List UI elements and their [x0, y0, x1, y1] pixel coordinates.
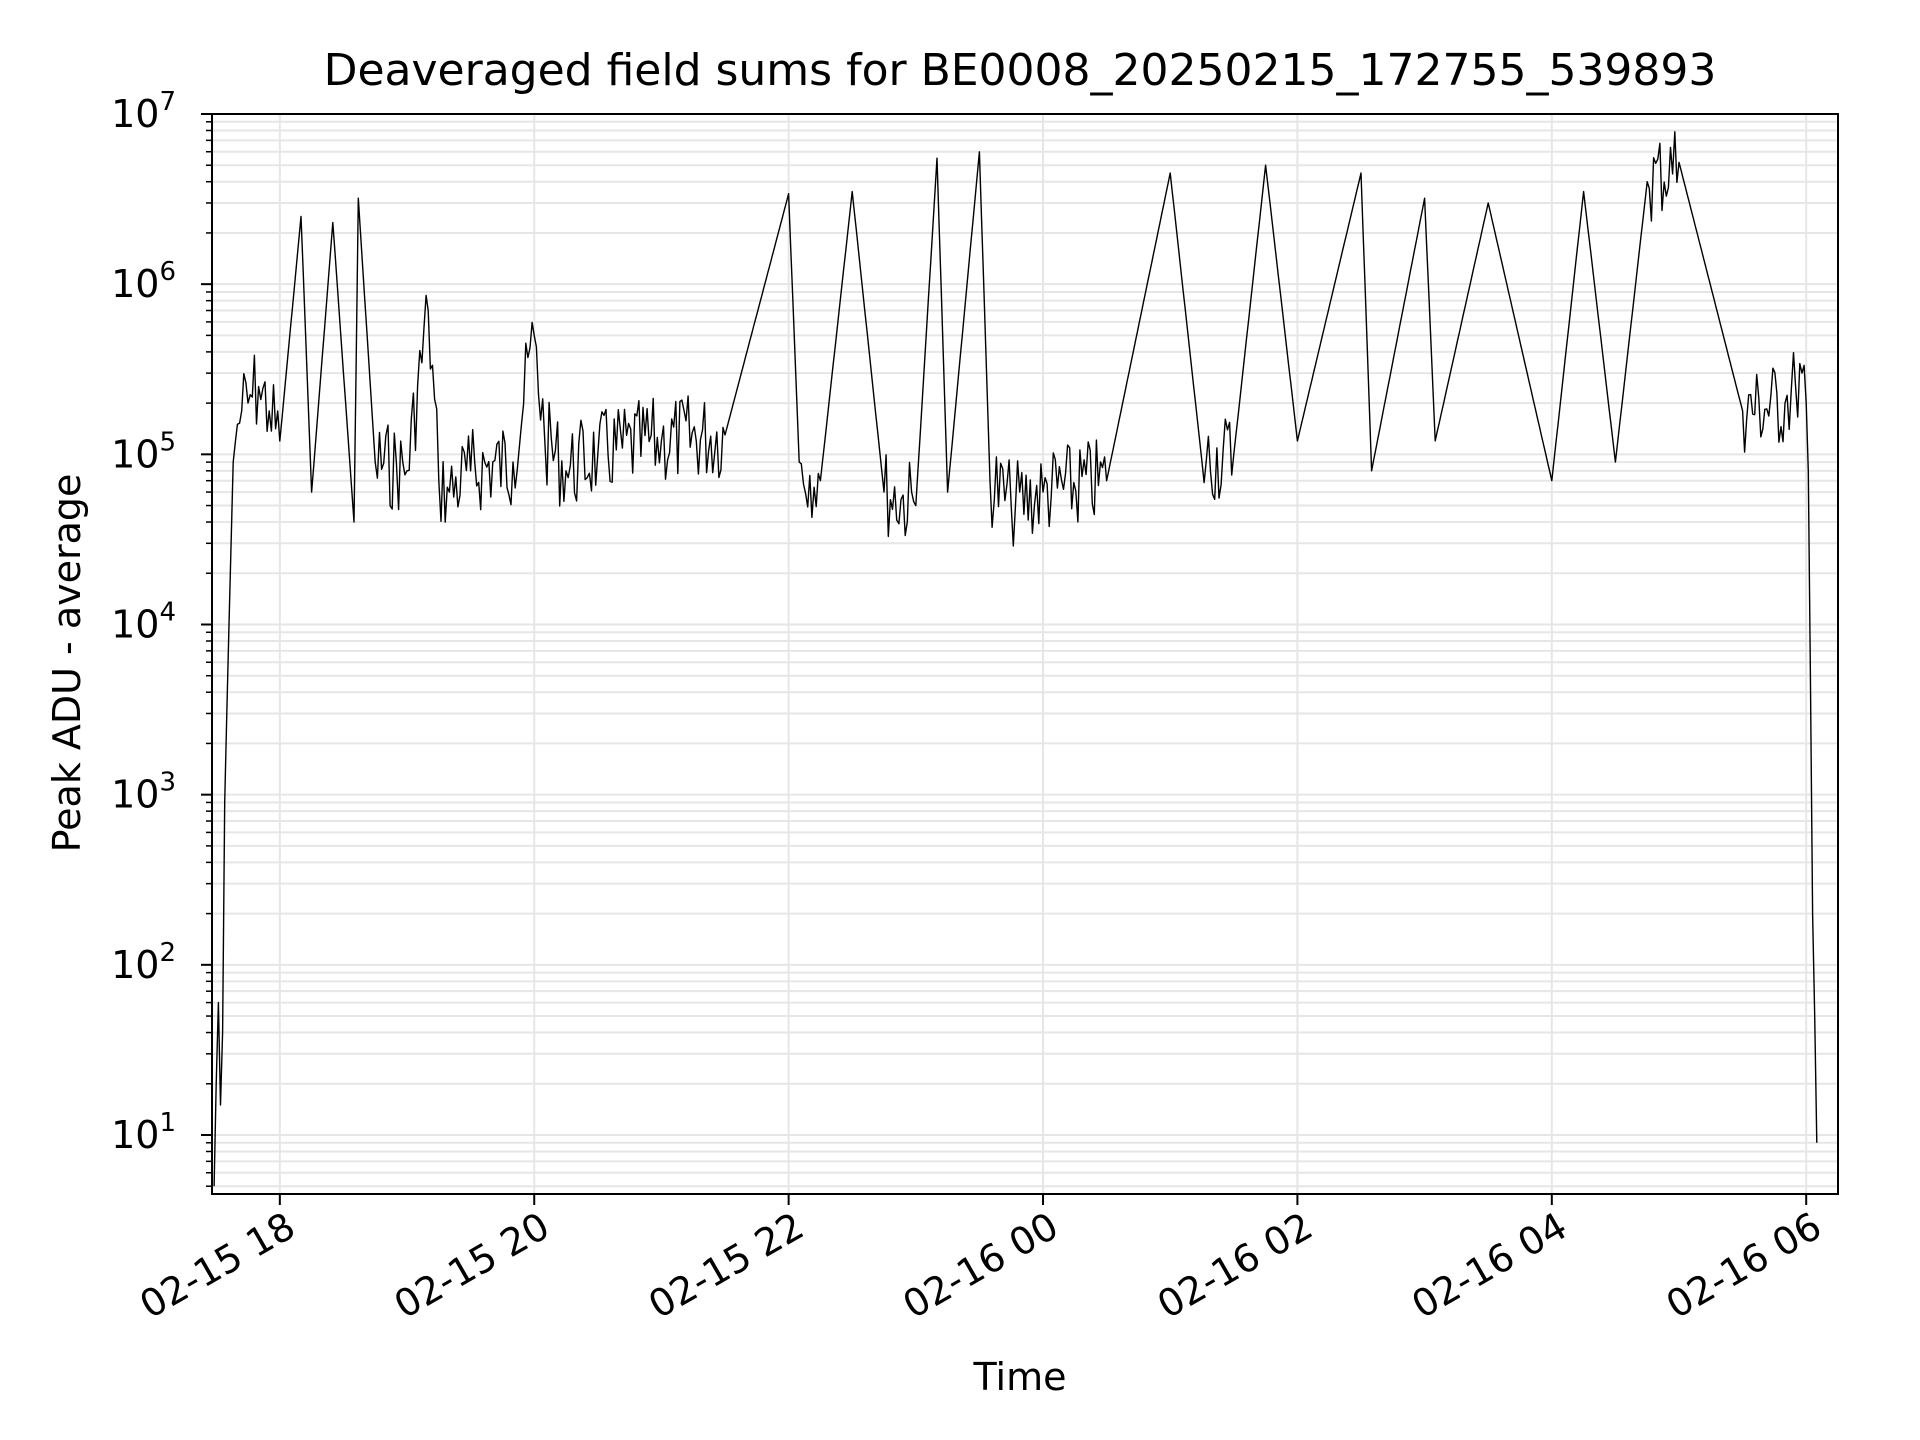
y-tick-label: 103	[111, 768, 176, 817]
y-tick-label: 106	[111, 257, 176, 306]
y-tick-label-base: 10	[111, 1113, 159, 1157]
y-axis-label: Peak ADU - average	[45, 474, 89, 853]
plot-frame	[211, 113, 1839, 1195]
y-tick-label: 105	[111, 427, 176, 476]
y-tick-label-exponent: 4	[159, 597, 176, 627]
y-tick-label-base: 10	[111, 432, 159, 476]
chart-title: Deaveraged field sums for BE0008_2025021…	[324, 45, 1717, 96]
y-tick-label: 101	[111, 1108, 176, 1157]
y-tick-label-exponent: 3	[159, 768, 176, 798]
y-tick-label-base: 10	[111, 943, 159, 987]
data-layer	[213, 131, 1818, 1187]
y-tick-label-exponent: 1	[159, 1108, 176, 1138]
series-line	[213, 131, 1818, 1187]
y-tick-label-base: 10	[111, 92, 159, 136]
y-tick-label: 102	[111, 938, 176, 987]
y-tick-label-exponent: 6	[159, 257, 176, 287]
y-tick-label-exponent: 5	[159, 427, 176, 457]
y-tick-label-base: 10	[111, 773, 159, 817]
y-tick-label: 107	[111, 87, 176, 136]
y-tick-label-exponent: 7	[159, 87, 176, 117]
y-tick-label-base: 10	[111, 262, 159, 306]
x-axis-label: Time	[973, 1355, 1067, 1399]
y-tick-label-base: 10	[111, 602, 159, 646]
y-tick-label: 104	[111, 597, 176, 646]
y-tick-label-exponent: 2	[159, 938, 176, 968]
